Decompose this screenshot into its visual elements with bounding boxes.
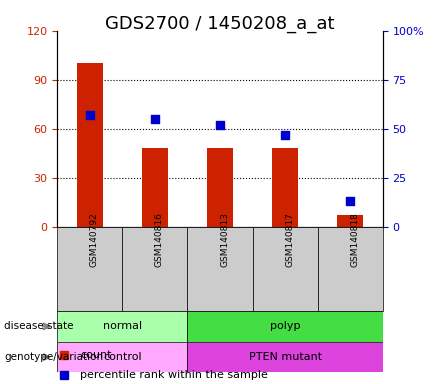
Text: disease state: disease state: [4, 321, 74, 331]
Bar: [142, 148, 168, 227]
FancyBboxPatch shape: [253, 227, 318, 311]
Point: [282, 131, 289, 137]
FancyBboxPatch shape: [57, 311, 187, 342]
Text: GSM140818: GSM140818: [350, 212, 359, 266]
Text: count: count: [80, 350, 111, 360]
Bar: [272, 148, 298, 227]
Point: [216, 122, 224, 128]
Text: GSM140792: GSM140792: [90, 212, 99, 266]
FancyBboxPatch shape: [318, 227, 383, 311]
Text: polyp: polyp: [270, 321, 301, 331]
FancyBboxPatch shape: [122, 227, 187, 311]
FancyBboxPatch shape: [187, 342, 383, 372]
FancyBboxPatch shape: [57, 227, 122, 311]
Text: GDS2700 / 1450208_a_at: GDS2700 / 1450208_a_at: [105, 15, 335, 33]
Point: [151, 116, 158, 122]
Text: percentile rank within the sample: percentile rank within the sample: [80, 370, 268, 380]
Text: GSM140817: GSM140817: [285, 212, 294, 266]
Text: normal: normal: [103, 321, 142, 331]
FancyBboxPatch shape: [187, 311, 383, 342]
Text: PTEN mutant: PTEN mutant: [249, 352, 322, 362]
FancyBboxPatch shape: [187, 227, 253, 311]
Text: GSM140816: GSM140816: [155, 212, 164, 266]
Bar: [337, 215, 363, 227]
FancyBboxPatch shape: [57, 342, 187, 372]
Bar: [77, 63, 103, 227]
Bar: [207, 148, 233, 227]
Text: GSM140813: GSM140813: [220, 212, 229, 266]
Text: control: control: [103, 352, 142, 362]
Point: [86, 112, 93, 118]
Text: genotype/variation: genotype/variation: [4, 352, 103, 362]
Point: [347, 198, 354, 204]
